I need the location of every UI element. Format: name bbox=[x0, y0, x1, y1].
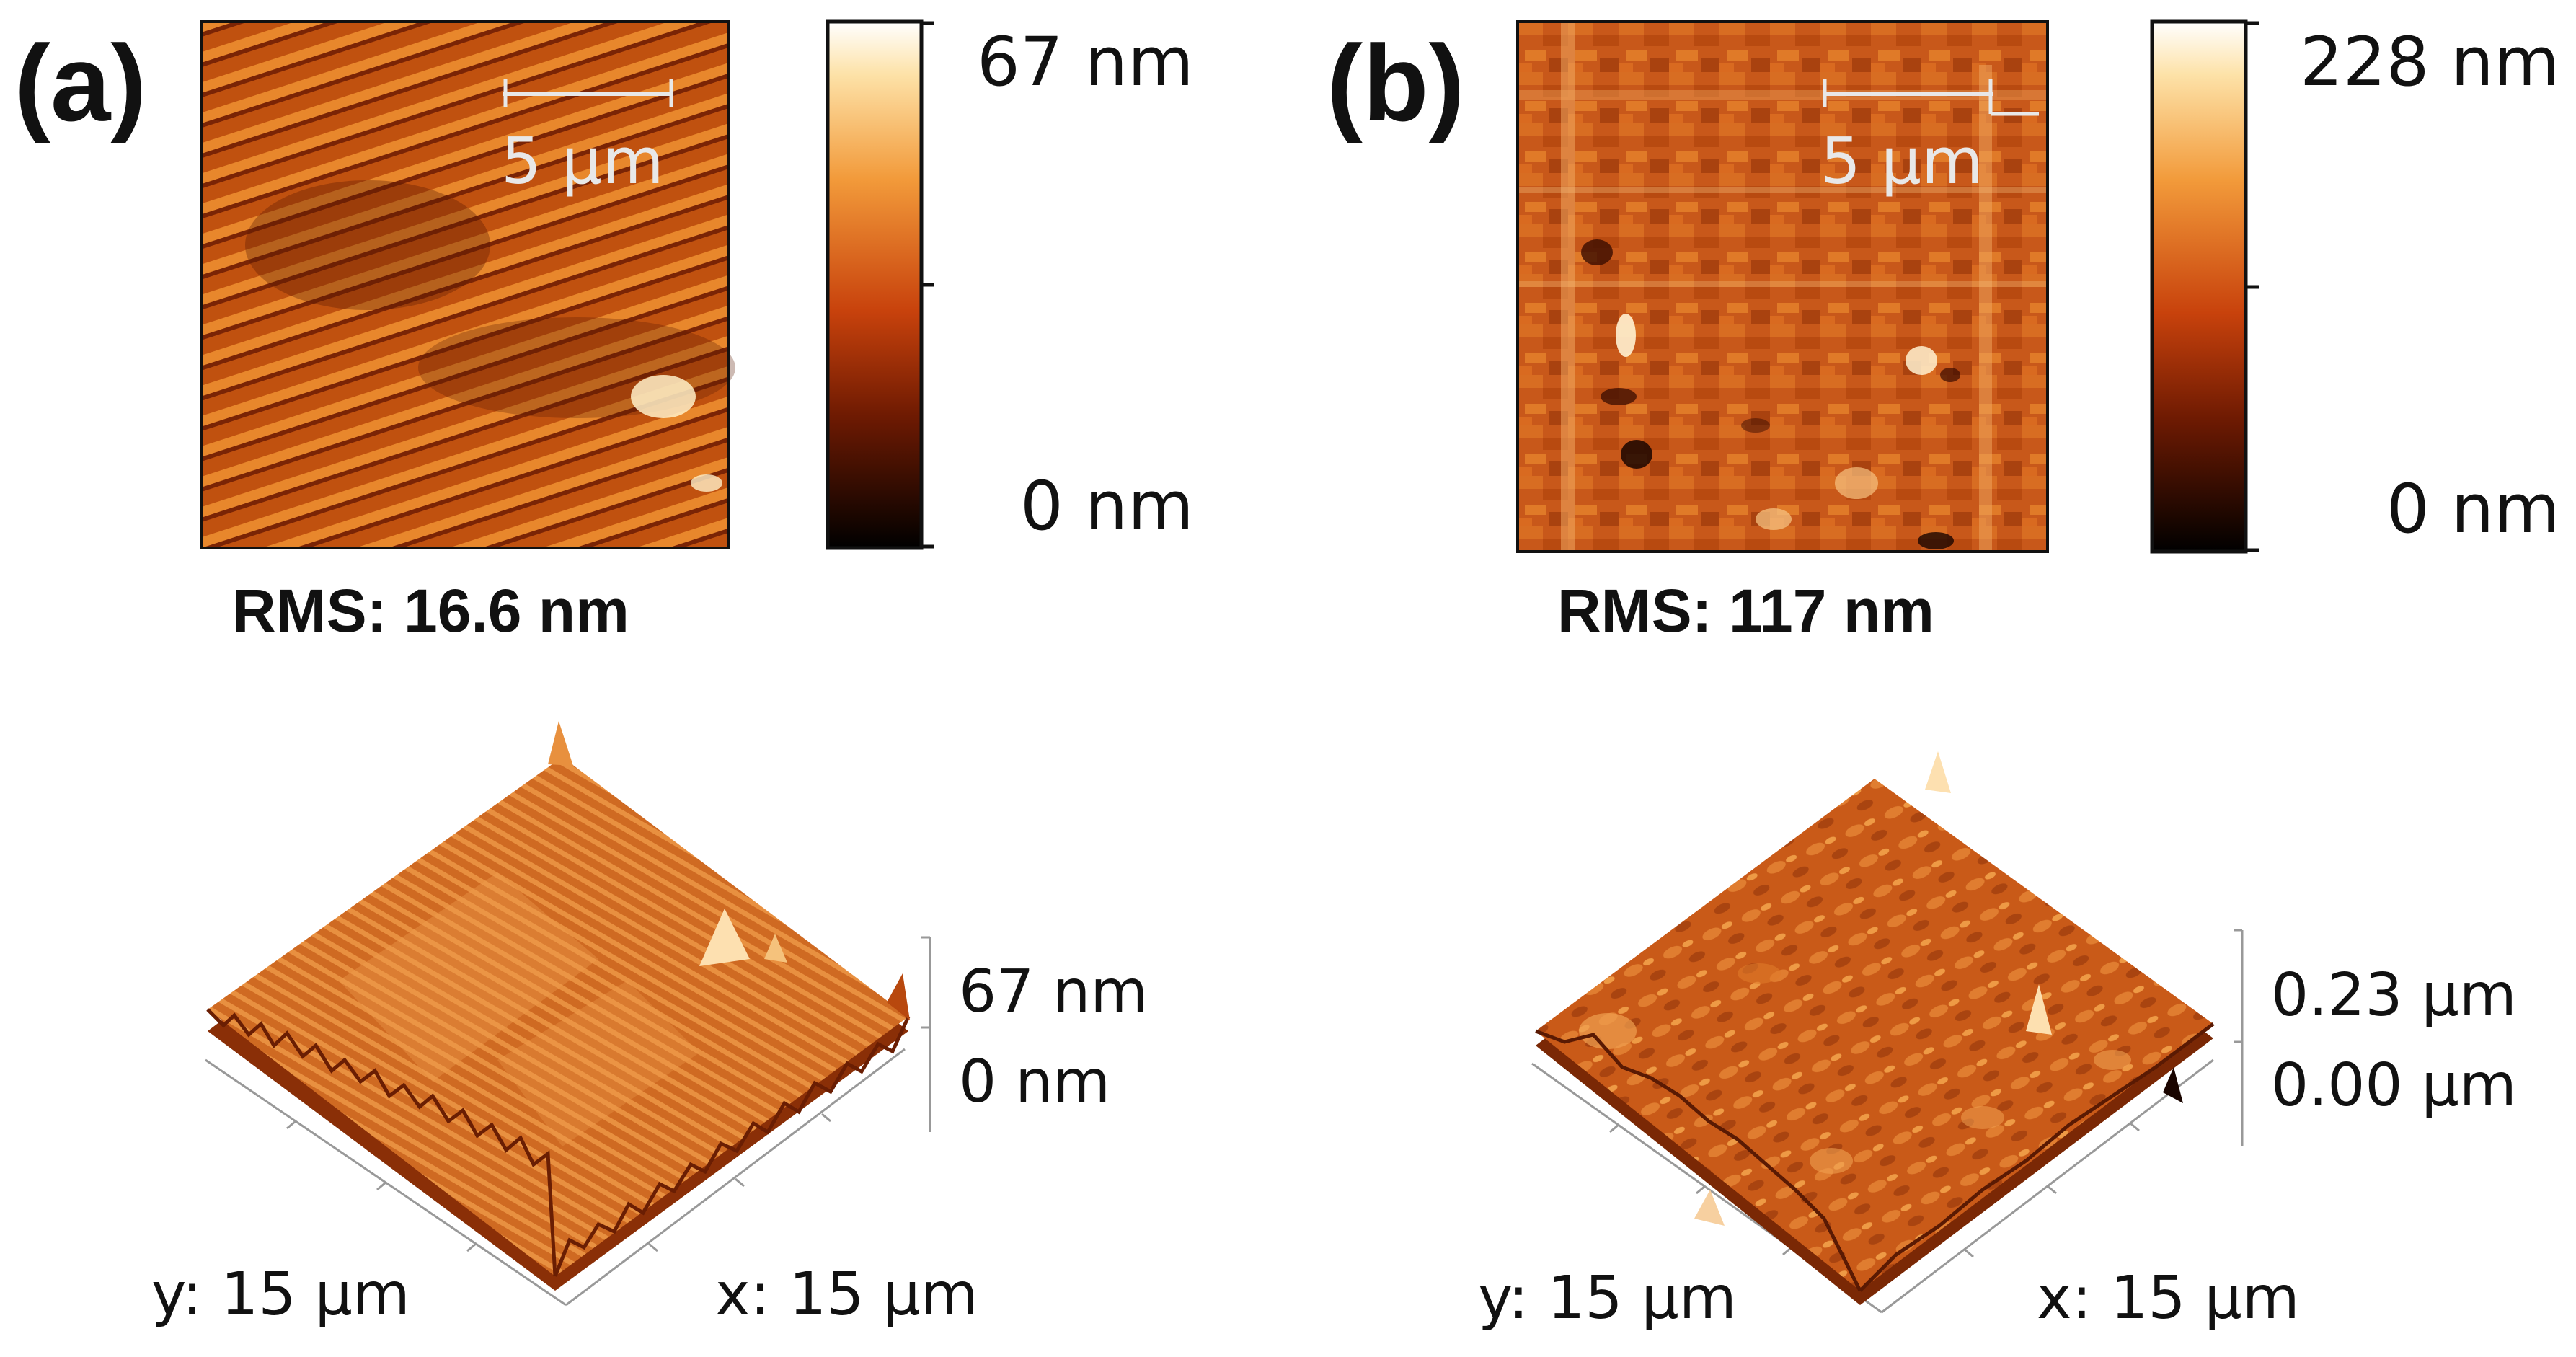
panel-b-scale-label: 5 µm bbox=[1820, 124, 1983, 198]
panel-a-colorbar-min: 0 nm bbox=[1020, 467, 1194, 546]
panel-b-y-axis: y: 15 µm bbox=[1478, 1264, 1737, 1332]
panel-a-rms: RMS: 16.6 nm bbox=[232, 577, 629, 645]
panel-a-surface-3d bbox=[205, 721, 931, 1307]
panel-b-colorbar bbox=[2150, 19, 2259, 554]
panel-a-z-top: 67 nm bbox=[959, 958, 1148, 1026]
panel-a-x-axis: x: 15 µm bbox=[715, 1260, 978, 1329]
panel-b-surface-3d bbox=[1531, 751, 2244, 1314]
panel-a-colorbar bbox=[826, 19, 934, 550]
panel-a-label: (a) bbox=[14, 22, 147, 143]
panel-a-colorbar-max: 67 nm bbox=[977, 23, 1194, 102]
panel-a-afm-image bbox=[200, 20, 735, 549]
panel-b-label: (b) bbox=[1327, 22, 1465, 143]
panel-a-scale-bar bbox=[503, 79, 673, 107]
panel-a-scale-label: 5 µm bbox=[501, 124, 664, 198]
panel-b-scale-bar bbox=[1823, 79, 2039, 116]
panel-b-rms: RMS: 117 nm bbox=[1557, 577, 1934, 645]
panel-b-z-bottom: 0.00 µm bbox=[2271, 1051, 2517, 1120]
panel-b-z-top: 0.23 µm bbox=[2271, 961, 2517, 1030]
panel-b-afm-image bbox=[1516, 20, 2049, 553]
panel-b-colorbar-max: 228 nm bbox=[2300, 23, 2560, 102]
panel-a-z-bottom: 0 nm bbox=[959, 1048, 1111, 1116]
panel-a-y-axis: y: 15 µm bbox=[151, 1260, 410, 1329]
panel-b-x-axis: x: 15 µm bbox=[2037, 1264, 2300, 1332]
panel-b-colorbar-min: 0 nm bbox=[2386, 470, 2560, 549]
